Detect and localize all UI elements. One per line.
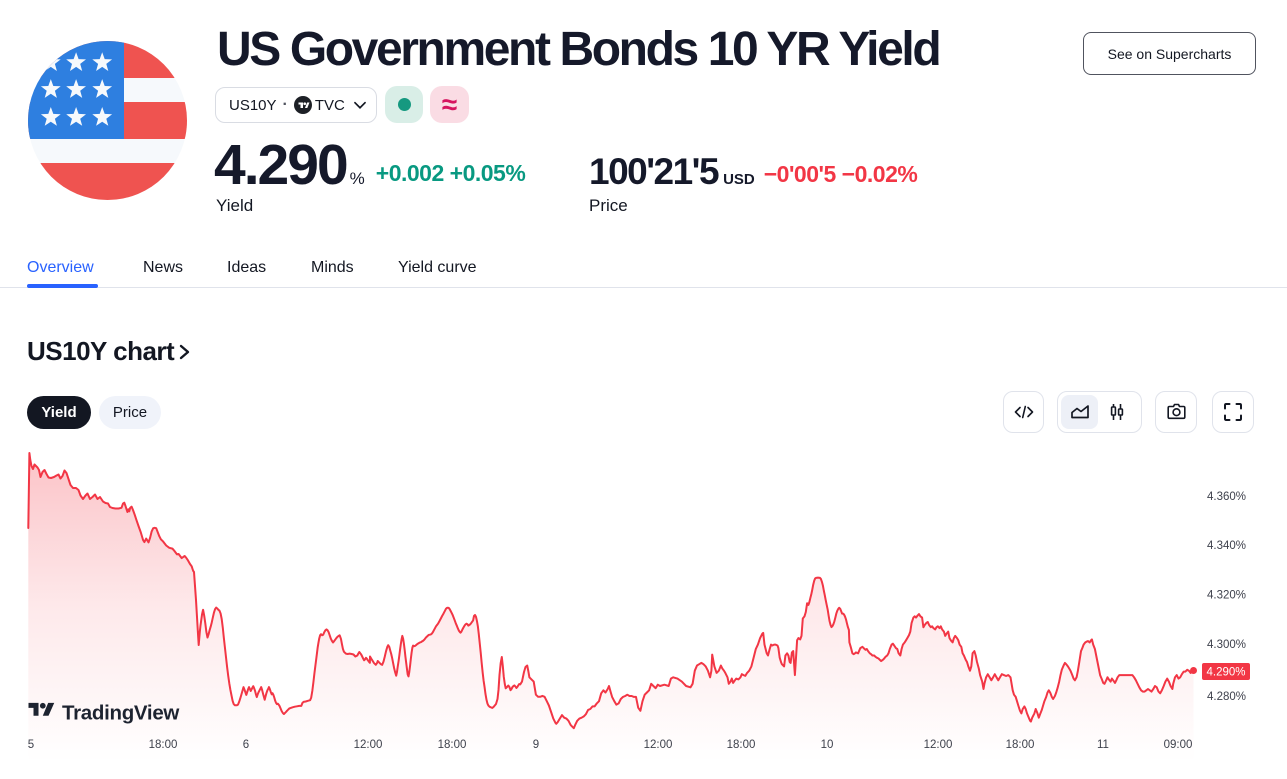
svg-text:TradingView: TradingView — [62, 702, 179, 725]
svg-text:4.340%: 4.340% — [1207, 540, 1246, 552]
svg-text:18:00: 18:00 — [438, 739, 467, 751]
svg-text:4.300%: 4.300% — [1207, 639, 1246, 651]
svg-text:4.320%: 4.320% — [1207, 590, 1246, 602]
svg-text:5: 5 — [28, 739, 34, 751]
svg-text:12:00: 12:00 — [354, 739, 383, 751]
svg-text:4.290%: 4.290% — [1206, 667, 1245, 679]
svg-text:18:00: 18:00 — [1006, 739, 1035, 751]
svg-text:6: 6 — [243, 739, 249, 751]
svg-text:12:00: 12:00 — [924, 739, 953, 751]
svg-text:9: 9 — [533, 739, 539, 751]
svg-text:4.360%: 4.360% — [1207, 491, 1246, 503]
svg-text:11: 11 — [1097, 739, 1109, 751]
svg-text:10: 10 — [821, 739, 834, 751]
svg-text:18:00: 18:00 — [727, 739, 756, 751]
svg-text:12:00: 12:00 — [644, 739, 673, 751]
svg-text:4.280%: 4.280% — [1207, 691, 1246, 703]
svg-text:18:00: 18:00 — [149, 739, 178, 751]
svg-text:09:00: 09:00 — [1164, 739, 1193, 751]
